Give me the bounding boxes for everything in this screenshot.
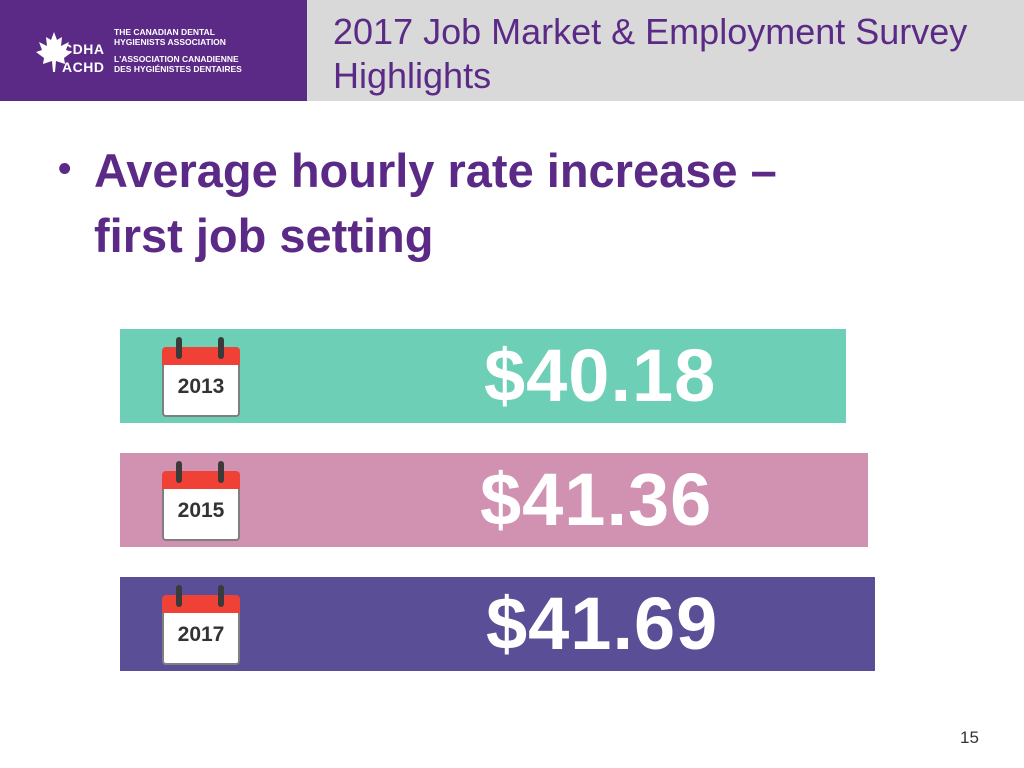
logo-abbr-fr: ACHD <box>62 59 105 75</box>
rate-value: $41.69 <box>486 582 719 665</box>
page-number: 15 <box>960 728 979 747</box>
logo-name-fr-line2: DES HYGIÉNISTES DENTAIRES <box>114 64 242 74</box>
calendar-icon: 2013 <box>162 337 240 417</box>
calendar-year-label: 2015 <box>177 499 225 522</box>
rate-value: $41.36 <box>480 458 713 541</box>
rate-value: $40.18 <box>484 334 717 417</box>
bullet-line-2: first job setting <box>94 209 434 262</box>
logo-name-en: THE CANADIAN DENTAL HYGIENISTS ASSOCIATI… <box>114 27 226 47</box>
rate-bar-2015: 2015 $41.36 <box>120 453 868 547</box>
maple-leaf-icon <box>36 32 72 72</box>
calendar-year-label: 2013 <box>177 375 225 398</box>
slide-title: 2017 Job Market & Employment Survey High… <box>333 11 968 96</box>
calendar-icon: 2015 <box>162 461 240 541</box>
rate-bar-2017: 2017 $41.69 <box>120 577 875 671</box>
header-logo-panel: CDHA ACHD THE CANADIAN DENTAL HYGIENISTS… <box>0 0 307 101</box>
logo-name-en-line2: HYGIENISTS ASSOCIATION <box>114 37 226 47</box>
logo-name-fr-line1: L'ASSOCIATION CANADIENNE <box>114 54 239 64</box>
calendar-icon: 2017 <box>162 585 240 665</box>
bullet-marker: • <box>58 148 72 190</box>
logo-name-en-line1: THE CANADIAN DENTAL <box>114 27 215 37</box>
logo-name-fr: L'ASSOCIATION CANADIENNE DES HYGIÉNISTES… <box>114 54 242 74</box>
bullet-heading: Average hourly rate increase – first job… <box>94 138 954 268</box>
logo-abbr-en: CDHA <box>62 41 105 57</box>
rate-bar-2013: 2013 $40.18 <box>120 329 846 423</box>
calendar-year-label: 2017 <box>177 623 225 646</box>
bullet-line-1: Average hourly rate increase – <box>94 144 777 197</box>
header-title-panel: 2017 Job Market & Employment Survey High… <box>307 0 1024 101</box>
